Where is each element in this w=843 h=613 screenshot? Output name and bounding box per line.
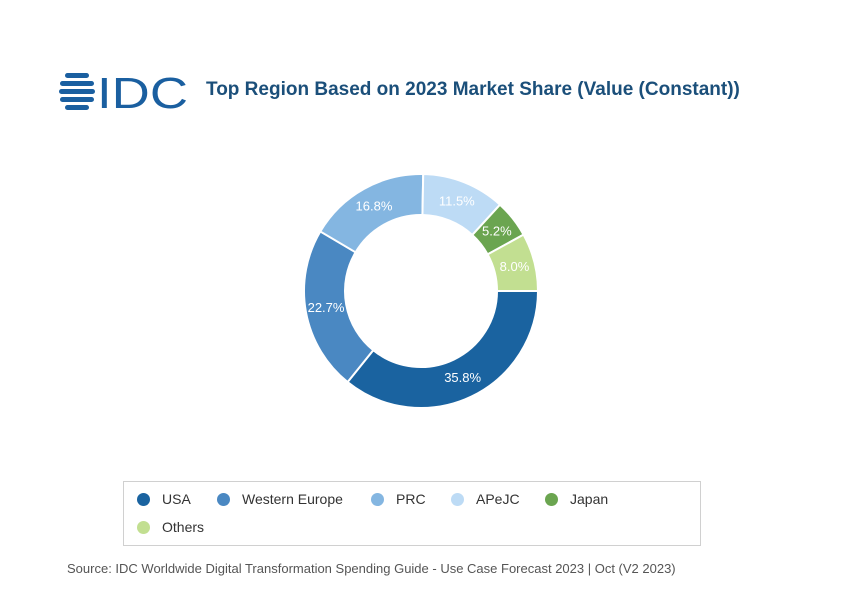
slice-usa[interactable] [346,290,540,409]
slice-label-others: 8.0% [500,259,530,274]
donut-slices [303,173,540,409]
idc-logo-text: IDC [97,70,188,112]
legend-label-others: Others [162,519,205,535]
legend-label-apejc: APeJC [476,491,520,507]
legend-label-japan: Japan [570,491,609,507]
legend-item-japan[interactable]: Japan [545,491,608,507]
legend-dot-apejc [451,492,464,506]
slice-label-japan: 5.2% [482,223,512,238]
chart-title: Top Region Based on 2023 Market Share (V… [206,79,740,100]
legend-dot-japan [545,492,558,506]
legend-dot-others [137,520,150,534]
donut-labels: 35.8% 22.7% 16.8% 11.5% 5.2% 8.0% [308,193,530,385]
slice-label-western-europe: 22.7% [308,300,345,315]
legend-label-prc: PRC [396,491,426,507]
idc-globe-icon [59,73,95,110]
legend-dot-prc [371,492,384,506]
legend-dot-western-europe [217,492,230,506]
slice-others[interactable] [486,233,540,292]
idc-logo: IDC [59,70,188,112]
legend-item-western-europe[interactable]: Western Europe [217,491,343,507]
chart-legend: USA Western Europe PRC APeJC Japan Other… [123,481,701,546]
legend-item-apejc[interactable]: APeJC [451,491,520,507]
legend-label-western-europe: Western Europe [242,491,343,507]
legend-dot-usa [137,492,150,506]
legend-item-usa[interactable]: USA [137,491,191,507]
source-note: Source: IDC Worldwide Digital Transforma… [67,561,676,576]
slice-label-prc: 16.8% [356,199,393,214]
legend-label-usa: USA [162,491,191,507]
legend-item-others[interactable]: Others [137,519,204,535]
slice-label-apejc: 11.5% [439,193,475,208]
legend-item-prc[interactable]: PRC [371,491,426,507]
slice-label-usa: 35.8% [444,370,481,385]
